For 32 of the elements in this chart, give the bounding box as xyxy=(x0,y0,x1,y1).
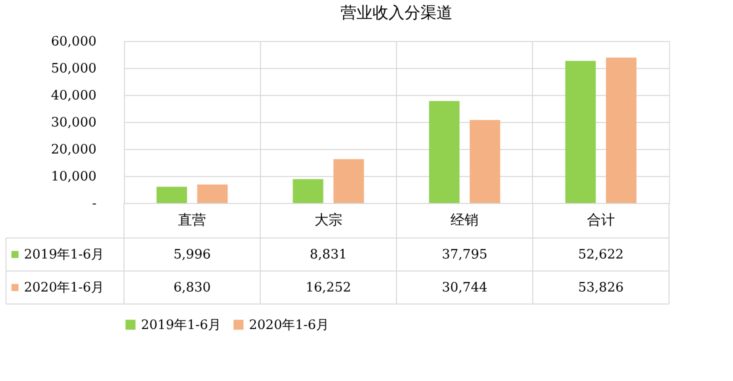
bar xyxy=(197,184,228,203)
data-label: 16,252 xyxy=(306,280,352,296)
bar xyxy=(333,159,364,203)
y-tick-label: 30,000 xyxy=(51,116,96,130)
data-label: 30,744 xyxy=(442,280,488,296)
bar xyxy=(292,179,324,203)
y-tick-label: 50,000 xyxy=(51,62,96,76)
y-tick-label: 40,000 xyxy=(51,88,96,104)
legend-label: 2019年1-6月 xyxy=(24,248,104,262)
x-tick-label: 经销 xyxy=(450,212,479,228)
chart-title: 营业收入分渠道 xyxy=(340,3,452,22)
data-label: 37,795 xyxy=(442,248,488,262)
data-label: 52,622 xyxy=(578,248,624,262)
bar xyxy=(565,60,596,203)
y-tick-label: 20,000 xyxy=(51,142,96,158)
x-tick-label: 合计 xyxy=(586,212,615,228)
bar xyxy=(156,186,188,203)
y-tick-label: - xyxy=(92,196,96,212)
y-tick-label: 10,000 xyxy=(51,170,96,184)
x-tick-label: 直营 xyxy=(178,212,206,228)
data-label: 8,831 xyxy=(310,248,347,262)
data-label: 5,996 xyxy=(174,248,211,262)
y-tick-label: 60,000 xyxy=(51,34,96,50)
text: 2019年1-6月 xyxy=(141,318,222,333)
legend-label: 2020年1-6月 xyxy=(249,318,330,333)
x-tick-label: 大宗 xyxy=(314,212,342,228)
data-label: 6,830 xyxy=(174,280,211,296)
bar xyxy=(470,120,500,203)
data-label: 53,826 xyxy=(578,280,624,296)
bar xyxy=(606,58,636,203)
text: 2020年1-6月 xyxy=(24,280,104,296)
bar xyxy=(429,100,460,203)
